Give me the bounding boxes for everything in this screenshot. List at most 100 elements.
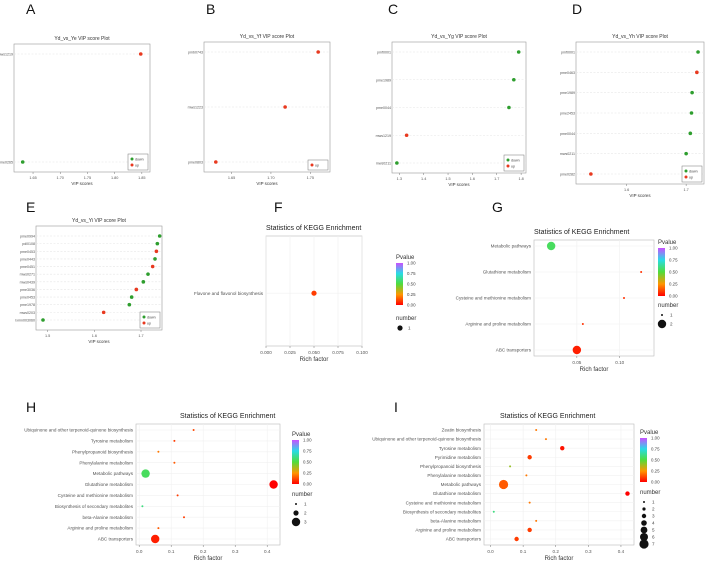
vip-title-b: Yd_vs_Yf VIP score Plot — [240, 34, 295, 40]
kegg-size-swatch-i — [641, 513, 647, 519]
vip-tick-label-a: 1.70 — [57, 176, 64, 180]
kegg-row-label-h: Ubiquinone and other terpenoid-quinone b… — [24, 428, 133, 433]
kegg-size-swatch-g — [661, 314, 663, 316]
vip-title-a: Yd_vs_Ye VIP score Plot — [54, 36, 110, 42]
vip-row-label-e: pme0443 — [20, 257, 35, 261]
kegg-size-label-i: 5 — [652, 528, 655, 533]
kegg-colorbar-title-i: Pvalue — [640, 430, 659, 436]
vip-legend-swatch-d — [684, 169, 688, 173]
panel-letter-d: D — [572, 1, 582, 17]
kegg-row-label-h: Metabolic pathways — [93, 471, 134, 476]
vip-legend-label-c: up — [511, 165, 515, 169]
kegg-colorbar-tick-g: 0.00 — [669, 294, 678, 299]
kegg-tick-label-i: 0.2 — [553, 549, 560, 554]
kegg-row-label-g: Glutathione metabolism — [483, 270, 531, 275]
kegg-colorbar-tick-h: 1.00 — [303, 438, 312, 443]
kegg-title-g: Statistics of KEGG Enrichment — [534, 229, 629, 236]
vip-row-label-d: pme0463 — [560, 71, 575, 75]
vip-point-e — [141, 280, 146, 284]
vip-xlabel-b: VIP scores — [256, 181, 278, 186]
vip-point-e — [41, 318, 45, 322]
vip-tick-label-c: 1.5 — [445, 177, 450, 181]
kegg-colorbar-tick-f: 0.50 — [407, 282, 416, 287]
vip-legend-c — [503, 154, 525, 172]
kegg-xlabel-i: Rich factor — [545, 556, 574, 562]
vip-row-label-b: pmb0743 — [188, 51, 203, 55]
kegg-tick-label-f: 0.050 — [308, 350, 320, 355]
vip-row-label-a: mws1219 — [0, 53, 13, 57]
kegg-xlabel-g: Rich factor — [580, 367, 609, 373]
vip-tick-label-b: 1.65 — [228, 176, 235, 180]
kegg-point-i — [509, 465, 512, 468]
kegg-point-h — [176, 494, 179, 497]
kegg-tick-label-h: 0.4 — [264, 549, 271, 554]
kegg-point-i — [528, 501, 531, 504]
kegg-tick-label-f: 0.025 — [284, 350, 296, 355]
kegg-xlabel-f: Rich factor — [300, 357, 329, 363]
vip-legend-label-c: down — [511, 159, 520, 163]
kegg-size-label-i: 1 — [652, 500, 655, 505]
kegg-colorbar-tick-i: 0.50 — [651, 458, 660, 463]
vip-row-label-d: pme1989 — [560, 91, 575, 95]
kegg-size-swatch-f — [397, 325, 403, 331]
kegg-row-label-g: ABC transporters — [496, 348, 532, 353]
kegg-tick-label-f: 0.075 — [332, 350, 344, 355]
vip-row-label-e: mws0271 — [20, 273, 35, 277]
kegg-tick-label-f: 0.000 — [260, 350, 272, 355]
kegg-size-label-i: 2 — [652, 507, 655, 512]
vip-legend-label-d: up — [689, 176, 693, 180]
vip-legend-label-e: down — [147, 316, 156, 320]
vip-row-label-e: mws0203 — [20, 311, 35, 315]
kegg-size-title-g: number — [658, 303, 678, 309]
kegg-colorbar-tick-h: 0.75 — [303, 449, 312, 454]
kegg-row-label-h: Cysteine and methionine metabolism — [58, 493, 133, 498]
vip-legend-swatch-b — [310, 163, 314, 167]
kegg-tick-label-g: 0.10 — [615, 360, 624, 365]
vip-point-d — [689, 111, 694, 115]
kegg-size-label-h: 1 — [304, 502, 307, 507]
vip-point-e — [127, 302, 132, 307]
kegg-size-label-f: 1 — [408, 326, 411, 331]
kegg-colorbar-tick-f: 0.75 — [407, 271, 416, 276]
kegg-row-label-g: Arginine and proline metabolism — [465, 322, 531, 327]
kegg-row-label-i: Pyrimidine metabolism — [435, 455, 481, 460]
kegg-tick-label-i: 0.4 — [618, 549, 625, 554]
kegg-point-i — [525, 474, 528, 477]
kegg-point-i — [625, 491, 630, 496]
kegg-row-label-h: Phenylalanine metabolism — [79, 460, 133, 465]
kegg-colorbar-title-h: Pvalue — [292, 432, 311, 438]
kegg-row-label-h: ABC transporters — [98, 537, 134, 542]
kegg-row-label-h: Phenylpropanoid biosynthesis — [72, 449, 134, 454]
kegg-point-h — [269, 480, 278, 489]
kegg-size-swatch-h — [295, 503, 297, 505]
vip-tick-label-e: 1.5 — [45, 334, 50, 338]
panel-letter-c: C — [388, 1, 398, 17]
kegg-size-swatch-i — [641, 520, 647, 526]
kegg-row-label-i: Cysteine and methionine metabolism — [406, 500, 481, 505]
vip-legend-a — [127, 153, 149, 171]
kegg-colorbar-h — [292, 440, 299, 484]
vip-tick-label-a: 1.80 — [111, 176, 118, 180]
kegg-size-swatch-h — [293, 510, 299, 516]
panel-letter-h: H — [26, 399, 36, 415]
vip-point-e — [153, 257, 157, 261]
kegg-size-label-i: 4 — [652, 521, 655, 526]
vip-point-d — [684, 151, 688, 156]
kegg-size-swatch-i — [640, 526, 648, 534]
vip-legend-swatch-e — [142, 315, 146, 319]
kegg-point-i — [498, 479, 509, 490]
panel-letter-a: A — [26, 1, 36, 17]
vip-title-c: Yd_vs_Yg VIP score Plot — [431, 34, 487, 40]
vip-legend-e — [139, 311, 161, 329]
vip-point-a — [20, 160, 25, 164]
vip-row-label-e: lxmn003060 — [15, 319, 35, 323]
vip-legend-swatch-c — [506, 164, 510, 168]
kegg-point-g — [640, 271, 643, 273]
vip-tick-label-c: 1.4 — [421, 177, 426, 181]
kegg-size-label-g: 2 — [670, 322, 673, 327]
kegg-row-label-i: Ubiquinone and other terpenoid-quinone b… — [372, 437, 481, 442]
vip-row-label-b: mws1223 — [188, 106, 203, 110]
kegg-title-h: Statistics of KEGG Enrichment — [180, 413, 275, 420]
vip-tick-label-b: 1.75 — [307, 176, 314, 180]
kegg-size-swatch-g — [657, 319, 667, 329]
